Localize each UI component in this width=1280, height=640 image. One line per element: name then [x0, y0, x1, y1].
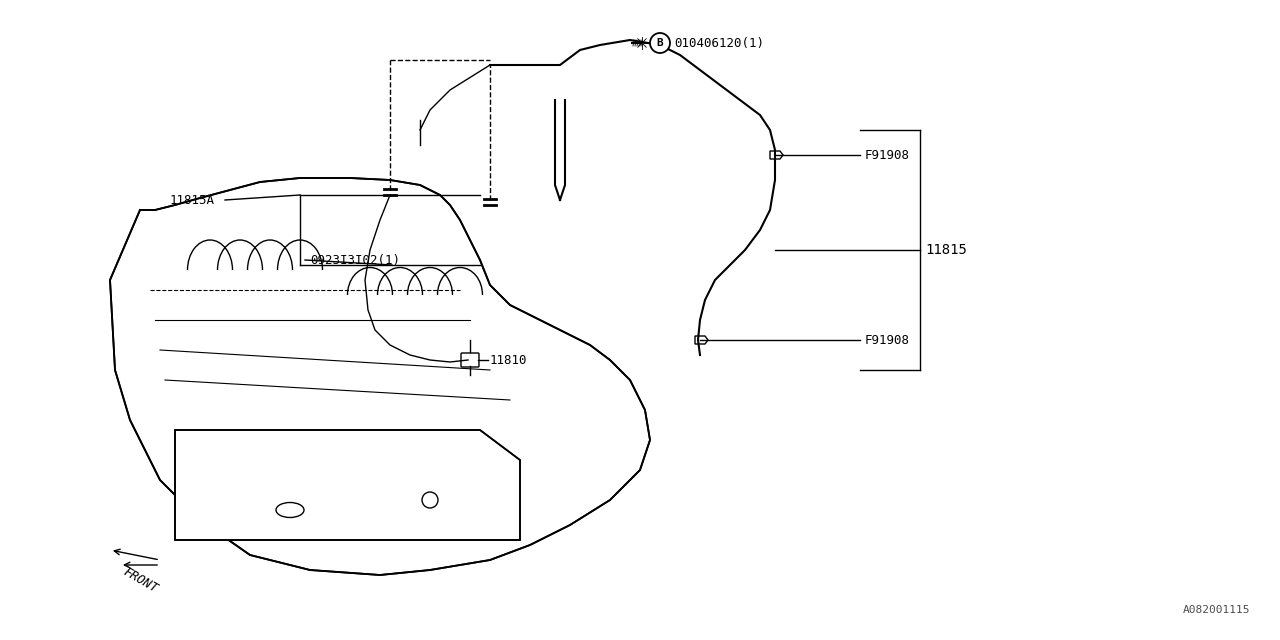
Circle shape: [650, 33, 669, 53]
Text: A082001115: A082001115: [1183, 605, 1251, 615]
Text: FRONT: FRONT: [120, 565, 160, 595]
Text: 010406120(1): 010406120(1): [675, 36, 764, 49]
Text: 0923I3I02(1): 0923I3I02(1): [310, 253, 401, 266]
Polygon shape: [110, 178, 650, 575]
Text: F91908: F91908: [865, 333, 910, 346]
Ellipse shape: [276, 502, 305, 518]
Polygon shape: [771, 151, 783, 159]
Text: F91908: F91908: [865, 148, 910, 161]
Polygon shape: [695, 336, 708, 344]
Text: 11815: 11815: [925, 243, 966, 257]
Ellipse shape: [422, 492, 438, 508]
Polygon shape: [175, 430, 520, 540]
FancyBboxPatch shape: [461, 353, 479, 367]
Text: 11815A: 11815A: [170, 193, 215, 207]
Text: 11810: 11810: [490, 353, 527, 367]
Text: B: B: [657, 38, 663, 48]
